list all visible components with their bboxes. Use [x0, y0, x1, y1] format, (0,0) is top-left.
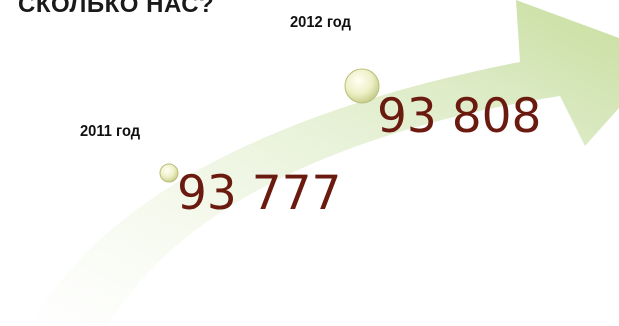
marker-2012 [344, 68, 380, 104]
page-title: СКОЛЬКО НАС? [18, 0, 215, 18]
value-2011: 93 777 [177, 166, 342, 221]
value-2012: 93 808 [377, 89, 542, 144]
year-label-2012: 2012 год [290, 14, 351, 31]
growth-arrow-highlight [30, 62, 560, 326]
marker-2011 [159, 163, 179, 183]
year-label-2011: 2011 год [80, 123, 141, 140]
